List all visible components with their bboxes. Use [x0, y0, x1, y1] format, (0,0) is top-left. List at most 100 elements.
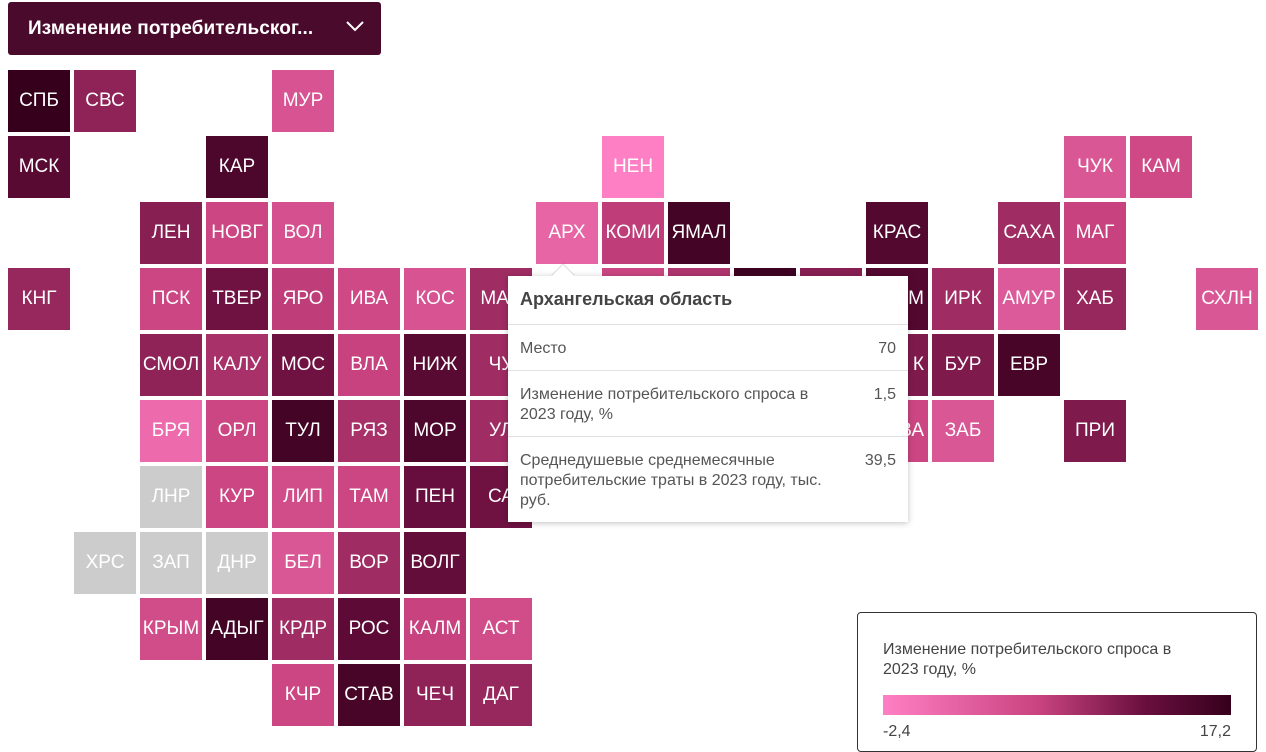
tooltip-row-value: 1,5 [873, 386, 896, 403]
region-tile-label: КРАС [872, 222, 922, 243]
region-tile-label: БЕЛ [284, 552, 322, 573]
region-tile-label: КНГ [21, 288, 57, 309]
region-tile-label: МСК [18, 156, 60, 177]
region-tile-kng[interactable]: КНГ [8, 268, 70, 330]
region-tile-label: СХЛН [1201, 288, 1253, 309]
region-tile-hrs[interactable]: ХРС [74, 532, 136, 594]
region-tile-chech[interactable]: ЧЕЧ [404, 664, 466, 726]
region-tile-arh[interactable]: АРХ [536, 202, 598, 264]
indicator-dropdown[interactable]: Изменение потребительског... [8, 2, 381, 55]
region-tile-psk[interactable]: ПСК [140, 268, 202, 330]
region-tile-tul[interactable]: ТУЛ [272, 400, 334, 462]
tooltip-row-demand-change: Изменение потребительского спроса в 2023… [508, 371, 908, 437]
region-tile-lnr[interactable]: ЛНР [140, 466, 202, 528]
region-tile-spb[interactable]: СПБ [8, 70, 70, 132]
region-tile-mor[interactable]: МОР [404, 400, 466, 462]
region-tile-irk[interactable]: ИРК [932, 268, 994, 330]
region-tile-label: ДАГ [483, 684, 519, 705]
region-tile-nen[interactable]: НЕН [602, 136, 664, 198]
region-tile-vor[interactable]: ВОР [338, 532, 400, 594]
region-tile-label: ОРЛ [217, 420, 257, 441]
region-tile-label: ПРИ [1075, 420, 1115, 441]
region-tile-yamal[interactable]: ЯМАЛ [668, 202, 730, 264]
region-tile-orl[interactable]: ОРЛ [206, 400, 268, 462]
region-tile-krdr[interactable]: КРДР [272, 598, 334, 660]
region-tile-vla[interactable]: ВЛА [338, 334, 400, 396]
tooltip-arrow [552, 265, 574, 276]
region-tile-hab[interactable]: ХАБ [1064, 268, 1126, 330]
region-tile-label: СПБ [19, 90, 59, 111]
region-tile-label: КУР [218, 486, 256, 507]
region-tile-kras[interactable]: КРАС [866, 202, 928, 264]
region-tile-zab[interactable]: ЗАБ [932, 400, 994, 462]
region-tile-novg[interactable]: НОВГ [206, 202, 268, 264]
region-tile-adyg[interactable]: АДЫГ [206, 598, 268, 660]
region-tile-stav[interactable]: СТАВ [338, 664, 400, 726]
region-tile-chuk[interactable]: ЧУК [1064, 136, 1126, 198]
region-tile-label: АДЫГ [210, 618, 264, 639]
region-tile-kalm[interactable]: КАЛМ [404, 598, 466, 660]
region-tile-kchr[interactable]: КЧР [272, 664, 334, 726]
region-tile-lip[interactable]: ЛИП [272, 466, 334, 528]
region-tile-pen[interactable]: ПЕН [404, 466, 466, 528]
region-tile-label: ПСК [151, 288, 191, 309]
region-tile-mos[interactable]: МОС [272, 334, 334, 396]
region-tile-label: СА [488, 486, 514, 507]
region-tile-bel[interactable]: БЕЛ [272, 532, 334, 594]
region-tile-tam[interactable]: ТАМ [338, 466, 400, 528]
region-tile-yaro[interactable]: ЯРО [272, 268, 334, 330]
region-tile-nizh[interactable]: НИЖ [404, 334, 466, 396]
tooltip-row-label: Место [520, 340, 567, 357]
region-tile-kam[interactable]: КАМ [1130, 136, 1192, 198]
region-tile-label: НЕН [612, 156, 654, 177]
region-tile-label: СВС [85, 90, 125, 111]
legend-title: Изменение потребительского спроса в 2023… [883, 641, 1172, 678]
region-tile-brya[interactable]: БРЯ [140, 400, 202, 462]
legend-min-label: -2,4 [883, 723, 911, 740]
region-tile-saha[interactable]: САХА [998, 202, 1060, 264]
region-tile-dag[interactable]: ДАГ [470, 664, 532, 726]
region-tile-label: ВОЛ [283, 222, 323, 243]
region-tile-label: ИРК [944, 288, 982, 309]
region-tile-mag[interactable]: МАГ [1064, 202, 1126, 264]
region-tile-zap[interactable]: ЗАП [140, 532, 202, 594]
region-tile-shln[interactable]: СХЛН [1196, 268, 1258, 330]
region-tile-msk[interactable]: МСК [8, 136, 70, 198]
region-tile-label: КРДР [278, 618, 327, 639]
region-tile-ros[interactable]: РОС [338, 598, 400, 660]
region-tile-komi[interactable]: КОМИ [602, 202, 664, 264]
region-tile-dnr[interactable]: ДНР [206, 532, 268, 594]
region-tile-label: АМУР [1002, 288, 1056, 309]
region-tooltip: Архангельская область Место 70 Изменение… [508, 263, 908, 522]
region-tile-krym[interactable]: КРЫМ [140, 598, 202, 660]
region-tile-pri[interactable]: ПРИ [1064, 400, 1126, 462]
region-tile-label: К [912, 354, 924, 375]
region-tile-tver[interactable]: ТВЕР [206, 268, 268, 330]
region-tile-volg[interactable]: ВОЛГ [404, 532, 466, 594]
region-tile-label: КРЫМ [142, 618, 200, 639]
region-tile-ryaz[interactable]: РЯЗ [338, 400, 400, 462]
region-tile-label: НИЖ [412, 354, 458, 375]
region-tile-smol[interactable]: СМОЛ [140, 334, 202, 396]
region-tile-label: ХАБ [1076, 288, 1114, 309]
region-tile-label: ЧУ [488, 354, 514, 375]
region-tile-len[interactable]: ЛЕН [140, 202, 202, 264]
region-tile-vol[interactable]: ВОЛ [272, 202, 334, 264]
region-tile-label: ЯМАЛ [671, 222, 727, 243]
region-tile-kalu[interactable]: КАЛУ [206, 334, 268, 396]
map-legend: Изменение потребительского спроса в 2023… [857, 612, 1257, 752]
region-tile-iva[interactable]: ИВА [338, 268, 400, 330]
region-tile-ast[interactable]: АСТ [470, 598, 532, 660]
region-tile-bur[interactable]: БУР [932, 334, 994, 396]
tooltip-row-rank: Место 70 [508, 325, 908, 371]
region-tile-svs[interactable]: СВС [74, 70, 136, 132]
region-tile-kar[interactable]: КАР [206, 136, 268, 198]
region-tile-mur[interactable]: МУР [272, 70, 334, 132]
region-tile-amur[interactable]: АМУР [998, 268, 1060, 330]
region-tile-kur[interactable]: КУР [206, 466, 268, 528]
region-tile-kos[interactable]: КОС [404, 268, 466, 330]
region-tile-evr[interactable]: ЕВР [998, 334, 1060, 396]
region-tile-label: КАЛМ [408, 618, 462, 639]
region-tile-label: М [908, 288, 924, 309]
region-tile-label: ВОР [349, 552, 389, 573]
